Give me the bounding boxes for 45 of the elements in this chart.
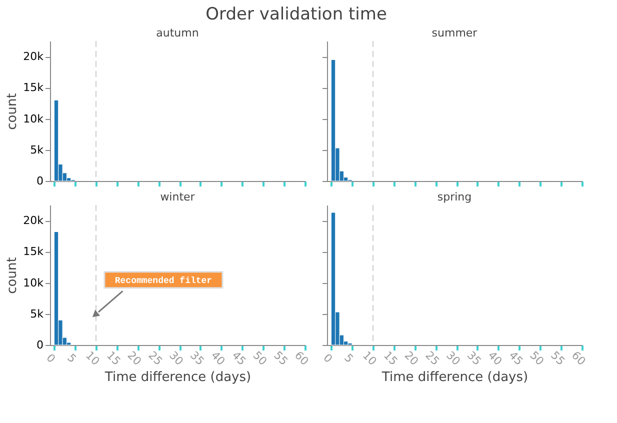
x-tick-label: 40 <box>208 348 228 368</box>
y-tick-label: 15k <box>23 245 44 258</box>
y-tick-label: 10k <box>23 112 44 126</box>
x-tick-label: 25 <box>146 348 165 368</box>
x-tick-label: 0 <box>320 351 335 366</box>
chart-subtitle: summer <box>432 26 478 40</box>
x-tick-label: 40 <box>485 348 505 368</box>
x-tick-label: 50 <box>250 348 270 368</box>
annotation: Recommended filter <box>114 276 212 286</box>
chart-subtitle: autumn <box>156 26 199 40</box>
x-tick-label: 55 <box>548 348 568 368</box>
x-tick-label: 60 <box>292 348 312 368</box>
y-tick-label: 5k <box>30 307 44 320</box>
x-axis-title: Time difference (days) <box>380 370 528 386</box>
x-tick-label: 10 <box>83 348 102 368</box>
y-axis-title: count <box>5 93 20 130</box>
x-tick-label: 30 <box>444 348 463 368</box>
x-tick-label: 10 <box>360 348 380 368</box>
x-tick-label: 35 <box>188 348 207 368</box>
x-tick-label: 55 <box>271 348 290 368</box>
y-tick-label: 20k <box>23 214 44 228</box>
x-tick-label: 45 <box>506 348 526 368</box>
x-tick-label: 50 <box>527 348 546 368</box>
y-tick-label: 0 <box>36 338 44 352</box>
x-tick-label: 35 <box>464 348 484 368</box>
y-tick-label: 0 <box>36 174 44 188</box>
x-tick-label: 5 <box>64 351 79 366</box>
x-tick-label: 45 <box>229 348 248 368</box>
x-tick-label: 5 <box>342 351 356 366</box>
y-tick-label: 5k <box>30 143 44 156</box>
y-tick-label: 15k <box>23 81 44 94</box>
y-axis-title: count <box>5 257 20 294</box>
x-tick-label: 25 <box>422 348 442 368</box>
x-tick-label: 15 <box>380 348 400 368</box>
x-tick-label: 15 <box>104 348 124 368</box>
chart-subtitle: spring <box>437 190 472 204</box>
x-tick-label: 20 <box>402 348 421 368</box>
y-tick-label: 10k <box>23 276 44 290</box>
chart-subtitle: winter <box>160 190 196 204</box>
x-axis-title: Time difference (days) <box>104 370 252 386</box>
chart-title: Order validation time <box>206 4 387 24</box>
x-tick-label: 30 <box>166 348 186 368</box>
x-tick-label: 60 <box>569 348 588 368</box>
y-tick-label: 20k <box>23 50 44 64</box>
x-tick-label: 20 <box>124 348 144 368</box>
